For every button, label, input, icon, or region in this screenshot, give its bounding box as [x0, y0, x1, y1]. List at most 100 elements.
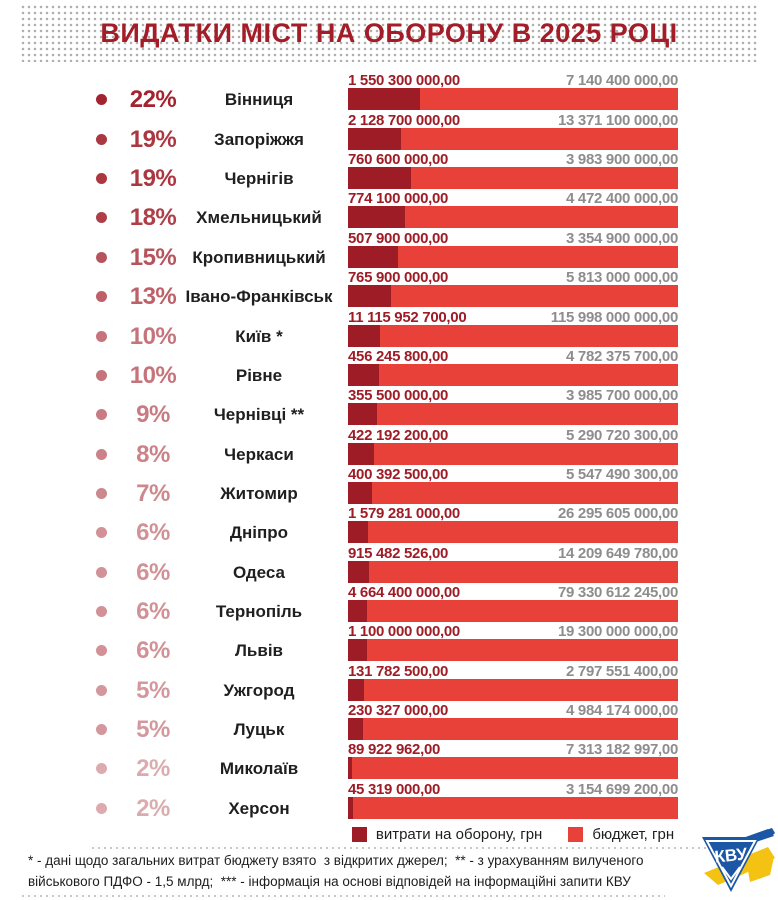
defense-swatch-icon	[351, 826, 367, 842]
city-cell: Луцьк	[192, 701, 326, 740]
budget-bar	[348, 481, 678, 504]
bullet-dot	[95, 369, 107, 381]
percent-label: 19%	[129, 125, 177, 153]
defense-value-label: 1 550 300 000,00	[348, 72, 460, 90]
bar-cell: 11 115 952 700,00 115 998 000 000,00	[348, 307, 678, 347]
city-label: Вінниця	[224, 90, 294, 110]
bullet-dot	[95, 173, 107, 185]
defense-value-label: 230 327 000,00	[348, 702, 449, 720]
bar-cell: 507 900 000,00 3 354 900 000,00	[348, 228, 678, 268]
chart-row: 5% Ужгород 131 782 500,00 2 797 551 400,…	[0, 661, 778, 702]
percent-cell: 7%	[114, 465, 192, 505]
percent-cell: 6%	[114, 622, 192, 663]
budget-value-label: 4 984 174 000,00	[566, 702, 678, 720]
city-label: Черкаси	[224, 444, 294, 464]
row-spacer	[326, 307, 348, 346]
chart-row: 19% Чернігів 760 600 000,00 3 983 900 00…	[0, 150, 778, 191]
bullet-cell	[88, 386, 114, 425]
row-spacer	[326, 110, 348, 149]
chart-row: 7% Житомир 400 392 500,00 5 547 490 300,…	[0, 465, 778, 505]
defense-value-label: 456 245 800,00	[348, 347, 449, 365]
defense-value-label: 422 192 200,00	[348, 426, 449, 444]
bullet-cell	[88, 779, 114, 818]
bar-cell: 355 500 000,00 3 985 700 000,00	[348, 386, 678, 426]
defense-bar-segment	[348, 127, 401, 150]
bullet-cell	[88, 543, 114, 582]
city-cell: Хмельницький	[192, 189, 326, 228]
bullet-cell	[88, 622, 114, 661]
chart-row: 22% Вінниця 1 550 300 000,00 7 140 400 0…	[0, 71, 778, 112]
row-spacer	[326, 701, 348, 740]
bar-value-labels: 355 500 000,00 3 985 700 000,00	[348, 386, 678, 403]
row-spacer	[326, 583, 348, 622]
row-spacer	[326, 71, 348, 110]
budget-value-label: 13 371 100 000,00	[557, 111, 678, 129]
chart-row: 10% Київ * 11 115 952 700,00 115 998 000…	[0, 307, 778, 348]
bullet-cell	[88, 228, 114, 267]
bullet-dot	[95, 94, 107, 106]
header-band: ВИДАТКИ МІСТ НА ОБОРОНУ В 2025 РОЦІ	[20, 4, 758, 62]
defense-bar-segment	[348, 757, 353, 780]
percent-label: 2%	[136, 755, 170, 783]
percent-cell: 6%	[114, 543, 192, 584]
city-cell: Житомир	[192, 465, 326, 504]
percent-cell: 19%	[114, 150, 192, 191]
budget-value-label: 3 983 900 000,00	[566, 151, 678, 169]
defense-bar-segment	[348, 442, 375, 465]
bar-value-labels: 1 550 300 000,00 7 140 400 000,00	[348, 71, 678, 88]
defense-bar-segment	[348, 521, 368, 544]
city-cell: Ужгород	[192, 661, 326, 700]
chart-row: 6% Одеса 915 482 526,00 14 209 649 780,0…	[0, 543, 778, 584]
legend: витрати на оборону, грн бюджет, грн	[348, 825, 678, 843]
city-cell: Чернігів	[192, 150, 326, 189]
row-spacer	[326, 622, 348, 661]
budget-bar	[348, 363, 678, 386]
defense-bar-segment	[348, 245, 398, 268]
chart-row: 8% Черкаси 422 192 200,00 5 290 720 300,…	[0, 425, 778, 466]
budget-value-label: 7 140 400 000,00	[566, 72, 678, 90]
chart-row: 6% Дніпро 1 579 281 000,00 26 295 605 00…	[0, 504, 778, 545]
city-label: Хмельницький	[196, 208, 322, 228]
percent-cell: 15%	[114, 228, 192, 271]
bullet-dot	[95, 606, 107, 618]
defense-bar-segment	[348, 403, 378, 426]
budget-bar	[348, 167, 678, 190]
kvu-logo-icon: КВУ	[702, 828, 775, 892]
dotted-divider-top	[90, 845, 758, 850]
bar-cell: 230 327 000,00 4 984 174 000,00	[348, 701, 678, 741]
defense-value-label: 507 900 000,00	[348, 229, 449, 247]
city-label: Чернігів	[224, 169, 294, 189]
city-label: Київ *	[235, 326, 283, 346]
budget-value-label: 4 782 375 700,00	[566, 347, 678, 365]
row-spacer	[326, 228, 348, 267]
defense-value-label: 131 782 500,00	[348, 662, 449, 680]
percent-label: 2%	[136, 794, 170, 822]
city-label: Херсон	[228, 798, 290, 818]
city-cell: Тернопіль	[192, 583, 326, 622]
bar-value-labels: 11 115 952 700,00 115 998 000 000,00	[348, 308, 678, 325]
defense-bar-segment	[348, 678, 364, 701]
bar-cell: 1 100 000 000,00 19 300 000 000,00	[348, 622, 678, 662]
percent-label: 15%	[129, 243, 177, 271]
budget-bar	[348, 285, 678, 308]
city-cell: Черкаси	[192, 425, 326, 464]
percent-cell: 2%	[114, 740, 192, 783]
bullet-cell	[88, 701, 114, 740]
budget-bar	[348, 560, 678, 583]
chart-row: 6% Тернопіль 4 664 400 000,00 79 330 612…	[0, 583, 778, 624]
bullet-dot	[95, 566, 107, 578]
percent-cell: 22%	[114, 71, 192, 112]
defense-value-label: 760 600 000,00	[348, 151, 449, 169]
bullet-cell	[88, 71, 114, 110]
bar-cell: 89 922 962,00 7 313 182 997,00	[348, 740, 678, 780]
budget-bar	[348, 324, 678, 347]
chart-row: 13% Івано-Франківськ 765 900 000,00 5 81…	[0, 268, 778, 309]
city-label: Львів	[234, 641, 283, 661]
city-cell: Миколаїв	[192, 740, 326, 779]
defense-bar-segment	[348, 600, 368, 623]
percent-cell: 5%	[114, 701, 192, 742]
bullet-cell	[88, 740, 114, 779]
defense-value-label: 11 115 952 700,00	[348, 308, 467, 326]
city-label: Чернівці **	[213, 405, 305, 425]
